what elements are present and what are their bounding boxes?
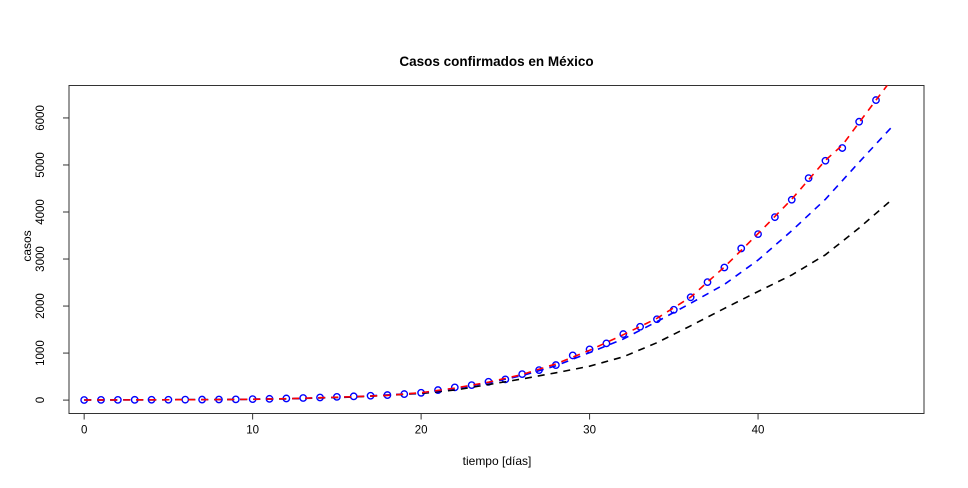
y-tick-label: 6000	[35, 105, 47, 131]
data-point	[181, 395, 190, 404]
fit-red-curve	[84, 85, 889, 401]
data-point	[619, 330, 628, 338]
y-tick-label: 4000	[35, 199, 47, 225]
y-tick-label: 1000	[35, 340, 47, 366]
y-tick-label: 0	[35, 397, 47, 403]
data-point	[855, 117, 864, 126]
fit-black-curve	[84, 198, 894, 401]
chart-title: Casos confirmados en México	[399, 54, 593, 69]
y-axis-label: casos	[20, 230, 34, 261]
x-tick-label: 30	[583, 425, 596, 437]
data-point	[787, 195, 796, 204]
data-point	[602, 339, 611, 348]
data-point	[720, 263, 729, 272]
data-point	[754, 230, 762, 238]
plot-box	[68, 85, 925, 414]
plot-area: 0 10 20 30 40 0 1000 2000 3000 4000 5000 6000	[35, 85, 925, 437]
data-point	[872, 96, 880, 104]
x-tick-label: 40	[752, 425, 765, 437]
data-point	[686, 293, 695, 302]
y-tick-label: 3000	[35, 246, 47, 272]
y-tick-label: 5000	[35, 152, 47, 178]
x-tick-label: 0	[81, 425, 87, 437]
data-point	[349, 392, 358, 401]
data-point	[804, 174, 813, 183]
data-point	[821, 156, 830, 165]
data-point	[737, 244, 746, 253]
data-point	[703, 278, 712, 287]
x-tick-label: 10	[246, 425, 259, 437]
x-tick-label: 20	[415, 425, 428, 437]
fit-blue-curve	[84, 125, 894, 401]
data-point	[771, 213, 779, 222]
y-tick-label: 2000	[35, 293, 47, 319]
x-axis-label: tiempo [días]	[463, 454, 532, 468]
data-point	[636, 322, 645, 331]
